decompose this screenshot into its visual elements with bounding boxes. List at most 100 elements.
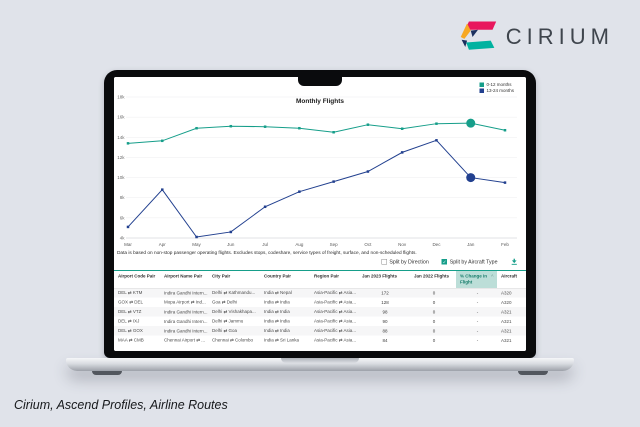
cell: 128 xyxy=(381,299,389,305)
cell: Asia-Pacific ⇄ Asia... xyxy=(314,299,357,305)
sort-ascending-icon: ^ xyxy=(491,274,494,281)
legend-item-0-12-months: 0-12 months xyxy=(479,82,514,87)
cell: - xyxy=(476,328,479,334)
image-caption: Cirium, Ascend Profiles, Airline Routes xyxy=(14,398,228,412)
cell: 0 xyxy=(432,290,436,296)
cirium-logo-icon xyxy=(460,21,496,50)
chart-legend: 0-12 months 13-24 months xyxy=(479,82,514,94)
svg-text:16k: 16k xyxy=(117,115,125,120)
cell: DEL ⇄ VTZ xyxy=(118,309,142,314)
cell: 0 xyxy=(432,328,436,334)
cell: - xyxy=(476,309,479,315)
cell: Mopa Airport ⇄ Ind... xyxy=(164,299,206,305)
download-icon[interactable] xyxy=(511,258,519,266)
cell: - xyxy=(476,337,479,343)
cell: A321 xyxy=(501,309,512,315)
checkbox-aircraft-type[interactable] xyxy=(441,259,448,265)
laptop-lid: 0-12 months 13-24 months Monthly Flights… xyxy=(104,70,536,358)
cell: 0 xyxy=(432,337,436,343)
cell: Asia-Pacific ⇄ Asia... xyxy=(314,309,357,314)
cell: A321 xyxy=(501,318,512,324)
cirium-wordmark: CIRIUM xyxy=(505,24,614,49)
cell: India ⇄ Sri Lanka xyxy=(264,337,300,343)
svg-text:14k: 14k xyxy=(117,135,125,140)
split-by-aircraft-type-checkbox[interactable]: Split by Aircraft Type xyxy=(441,259,498,265)
cell: India ⇄ Nepal xyxy=(264,290,292,296)
column-header-airport-name-pair[interactable]: Airport Name Pair xyxy=(160,271,208,289)
cell: 0 xyxy=(432,309,436,315)
table-row: DEL ⇄ GOX Indira Gandhi Intern... Delhi ⇄ … xyxy=(114,326,526,336)
laptop-foot-left xyxy=(92,371,122,375)
cell: Delhi ⇄ Kathmandu... xyxy=(212,290,256,296)
cell: A320 xyxy=(501,290,512,296)
column-header-country-pair[interactable]: Country Pair xyxy=(260,271,310,289)
cell: 0 xyxy=(432,299,436,305)
svg-text:Feb: Feb xyxy=(501,242,509,247)
cell: India ⇄ India xyxy=(264,318,290,324)
table-header-row: Airport Code Pair Airport Name Pair City P… xyxy=(114,271,526,289)
svg-text:4k: 4k xyxy=(120,236,126,241)
cell: Indira Gandhi Intern... xyxy=(164,318,208,324)
legend-swatch-0-12-months xyxy=(479,82,484,87)
routes-table: Airport Code Pair Airport Name Pair City P… xyxy=(114,270,526,345)
svg-text:Dec: Dec xyxy=(432,242,441,247)
checkbox-direction[interactable] xyxy=(381,259,387,265)
column-header-airport-code-pair[interactable]: Airport Code Pair xyxy=(114,271,160,289)
cell: MAA ⇄ CMB xyxy=(118,337,144,343)
cell: Asia-Pacific ⇄ Asia... xyxy=(314,290,357,296)
cell: Asia-Pacific ⇄ Asia... xyxy=(314,318,357,324)
table-controls: Split by Direction Split by Aircraft Typ… xyxy=(381,258,518,266)
cell: Chennai Airport ⇄ ... xyxy=(164,337,206,343)
cell: Asia-Pacific ⇄ Asia... xyxy=(314,337,357,343)
table-row: DEL ⇄ VTZ Indira Gandhi Intern... Delhi ⇄ … xyxy=(114,307,526,317)
svg-text:Sep: Sep xyxy=(330,242,339,247)
cell: 0 xyxy=(432,318,436,324)
svg-text:May: May xyxy=(192,242,201,247)
cell: A320 xyxy=(501,299,512,305)
cell: - xyxy=(476,290,479,296)
cell: A321 xyxy=(501,337,512,343)
svg-text:Jan: Jan xyxy=(467,242,475,247)
cell: Chennai ⇄ Colombo xyxy=(212,337,254,343)
svg-text:Mar: Mar xyxy=(124,242,132,247)
legend-item-13-24-months: 13-24 months xyxy=(479,88,514,93)
svg-text:12k: 12k xyxy=(117,155,125,160)
cell: Delhi ⇄ Goa xyxy=(212,328,238,333)
cell: India ⇄ India xyxy=(264,299,290,305)
cell: 98 xyxy=(382,309,388,315)
laptop-screen: 0-12 months 13-24 months Monthly Flights… xyxy=(114,77,526,351)
column-header--change-in-flight[interactable]: % Change in Flight ^ xyxy=(456,271,497,289)
cell: 88 xyxy=(382,328,388,334)
legend-swatch-13-24-months xyxy=(479,88,484,93)
column-header-aircraft[interactable]: Aircraft xyxy=(497,271,526,289)
cell: Indira Gandhi Intern... xyxy=(164,290,208,296)
column-header-region-pair[interactable]: Region Pair xyxy=(310,271,358,289)
svg-text:8k: 8k xyxy=(120,195,126,200)
dashboard: 0-12 months 13-24 months Monthly Flights… xyxy=(114,77,526,351)
cell: 172 xyxy=(381,290,389,296)
cell: DEL ⇄ IXJ xyxy=(118,318,140,324)
laptop-base-notch xyxy=(281,358,359,363)
split-by-direction-checkbox[interactable]: Split by Direction xyxy=(381,258,429,265)
legend-label: 13-24 months xyxy=(486,88,514,93)
cirium-logo: CIRIUM xyxy=(458,18,614,56)
cell: DEL ⇄ KTM xyxy=(118,290,143,296)
svg-text:6k: 6k xyxy=(120,215,126,220)
cell: - xyxy=(476,318,479,324)
svg-text:Jun: Jun xyxy=(227,242,235,247)
cell: Indira Gandhi Intern... xyxy=(164,309,208,315)
cell: 90 xyxy=(382,318,388,324)
column-header-jan-2022-flights[interactable]: Jan 2022 Flights xyxy=(410,271,456,289)
checkbox-label: Split by Direction xyxy=(389,258,429,265)
table-row: DEL ⇄ KTM Indira Gandhi Intern... Delhi ⇄ … xyxy=(114,288,526,298)
cell: GOX ⇄ DEL xyxy=(118,299,144,305)
cell: 84 xyxy=(382,337,388,343)
laptop-base xyxy=(66,358,574,371)
svg-text:Apr: Apr xyxy=(159,242,167,247)
column-header-jan-2023-flights[interactable]: Jan 2023 Flights xyxy=(358,271,410,289)
chart-footnote: Data is based on non-stop passenger oper… xyxy=(117,250,417,256)
legend-label: 0-12 months xyxy=(486,82,512,87)
column-header-city-pair[interactable]: City Pair xyxy=(208,271,260,289)
